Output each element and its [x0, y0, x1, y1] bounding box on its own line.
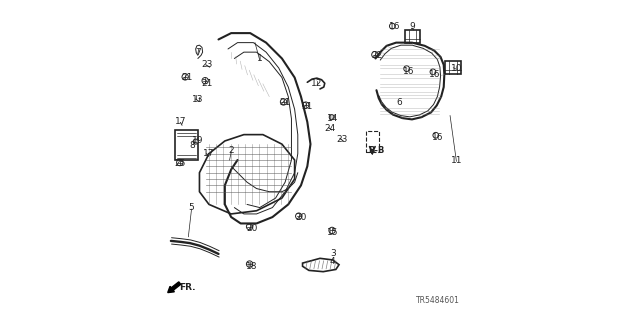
Text: 16: 16: [431, 133, 443, 142]
Text: 5: 5: [189, 203, 195, 212]
Text: 14: 14: [327, 114, 339, 123]
Text: 19: 19: [191, 136, 203, 146]
Text: 16: 16: [429, 70, 440, 79]
Text: 17: 17: [175, 117, 186, 126]
Text: 11: 11: [451, 156, 462, 164]
Text: FR.: FR.: [179, 283, 195, 292]
Text: B-B: B-B: [368, 146, 385, 155]
Bar: [405, 30, 420, 43]
Text: 9: 9: [409, 22, 415, 31]
Text: 18: 18: [246, 262, 257, 271]
Text: 20: 20: [246, 224, 257, 233]
Bar: [175, 130, 198, 160]
Text: 20: 20: [295, 212, 307, 222]
Text: 24: 24: [324, 124, 335, 133]
Text: 25: 25: [175, 159, 186, 168]
Text: 12: 12: [311, 79, 323, 88]
Text: 13: 13: [191, 95, 203, 104]
Text: 7: 7: [195, 48, 201, 57]
Text: 6: 6: [396, 99, 402, 108]
Text: 3: 3: [330, 249, 335, 258]
Circle shape: [193, 139, 198, 144]
Text: 21: 21: [201, 79, 212, 88]
Circle shape: [329, 115, 334, 120]
Text: 21: 21: [301, 101, 313, 111]
Bar: [366, 132, 379, 152]
Text: 8: 8: [189, 141, 195, 150]
Text: 4: 4: [330, 257, 335, 266]
Text: 17: 17: [203, 149, 214, 158]
Text: 10: 10: [451, 63, 462, 73]
Text: 22: 22: [371, 51, 383, 60]
Text: 23: 23: [202, 60, 213, 69]
Text: 1: 1: [257, 54, 262, 63]
Text: 21: 21: [182, 73, 193, 82]
Text: TR5484601: TR5484601: [416, 296, 460, 305]
Text: 16: 16: [403, 67, 415, 76]
Text: 23: 23: [336, 135, 348, 144]
Bar: [445, 61, 461, 74]
FancyArrow shape: [168, 282, 180, 292]
Text: 15: 15: [327, 228, 339, 237]
Text: 21: 21: [280, 99, 291, 108]
Text: 2: 2: [228, 146, 234, 155]
Text: 16: 16: [388, 22, 400, 31]
